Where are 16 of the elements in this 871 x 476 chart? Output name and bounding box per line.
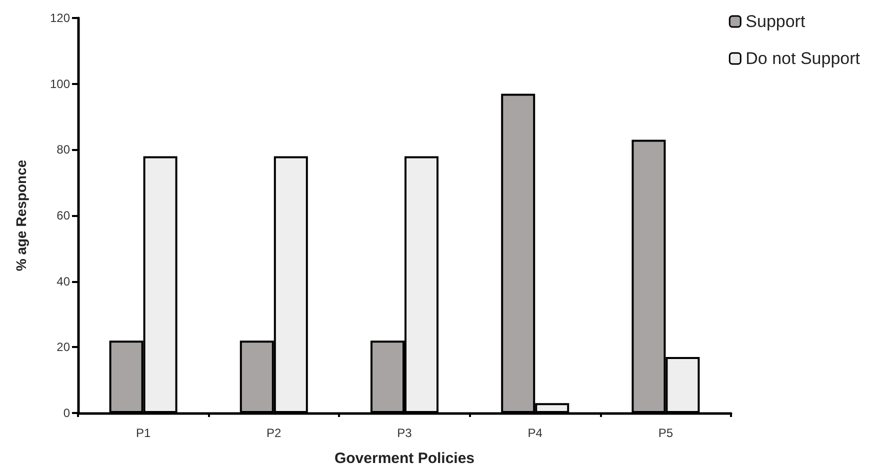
x-tick-label: P5 (658, 426, 674, 440)
x-tick-label: P1 (136, 426, 151, 440)
y-tick-label: 40 (56, 274, 70, 288)
y-tick-label: 0 (63, 406, 70, 420)
y-tick-label: 80 (56, 142, 70, 157)
x-tick-label: P4 (528, 426, 543, 440)
x-tick-label: P2 (266, 426, 282, 440)
y-tick-label: 20 (56, 340, 70, 354)
y-tick-label: 60 (56, 208, 70, 222)
legend-label: Do not Support (746, 49, 860, 68)
y-axis-title: % age Responce (13, 160, 29, 272)
x-axis-title: Goverment Policies (334, 450, 475, 467)
legend-label: Support (746, 12, 806, 31)
y-tick-label: 100 (50, 76, 70, 91)
y-tick-label: 120 (50, 11, 70, 25)
x-tick-label: P3 (397, 426, 412, 440)
